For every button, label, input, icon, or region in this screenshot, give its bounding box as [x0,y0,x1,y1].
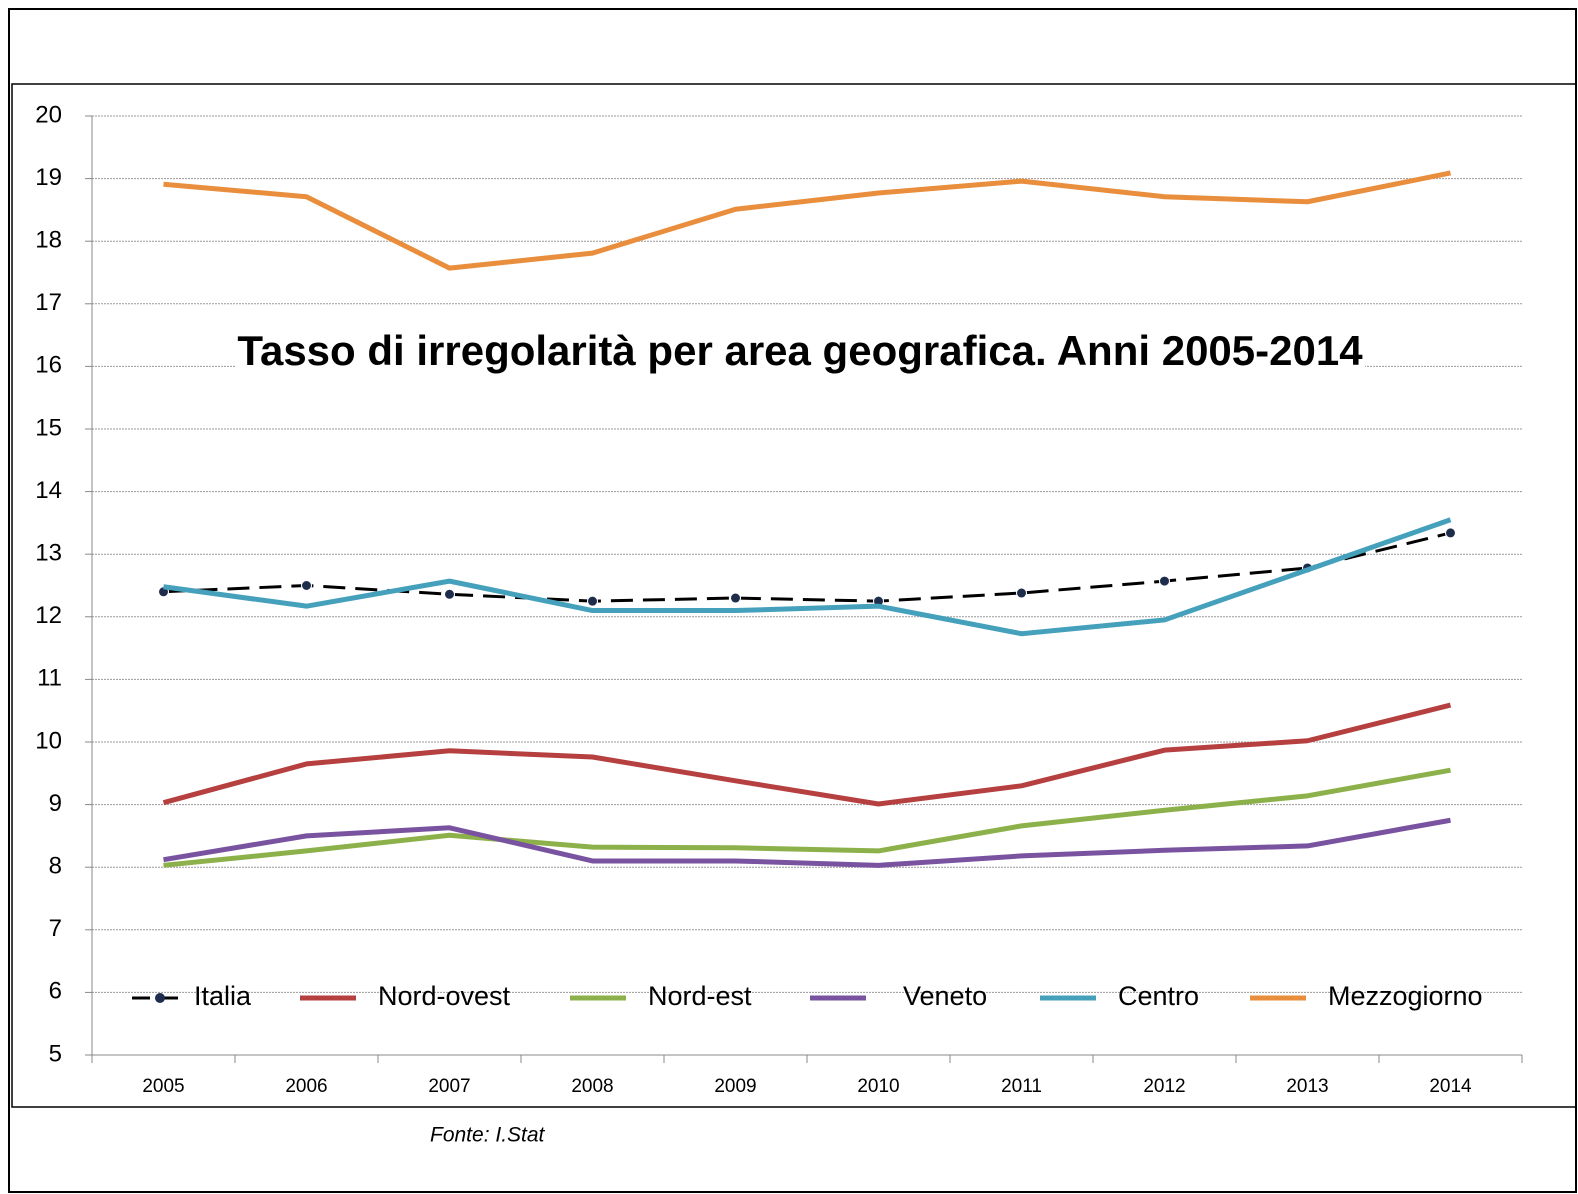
y-tick-label: 6 [49,978,62,1005]
y-tick-label: 7 [49,915,62,942]
point [1016,587,1027,599]
x-tick-label: 2006 [285,1076,327,1097]
series-line [163,767,1451,868]
y-tick-label: 14 [35,477,62,504]
y-tick-label: 19 [35,164,62,191]
legend-item: Italia [132,981,252,1011]
legend-label: Nord-est [648,981,752,1011]
y-tick-label: 12 [35,602,62,629]
series-line [163,517,1452,637]
point [587,595,598,607]
chart-title: Tasso di irregolarità per area geografic… [235,320,1365,382]
series-line [162,702,1452,807]
legend-item: Nord-ovest [300,981,511,1011]
legend-label: Mezzogiorno [1328,981,1483,1011]
title-box: Tasso di irregolarità per area geografic… [235,320,1365,382]
y-tick-label: 8 [49,853,62,880]
legend-item: Nord-est [570,981,752,1011]
legend-item: Veneto [810,981,987,1011]
series-line [163,531,1451,603]
y-tick-label: 11 [37,665,62,692]
chart-frame [11,83,1577,1108]
lines [158,170,1456,868]
legend-label: Veneto [903,981,987,1011]
x-tick-label: 2010 [857,1076,899,1097]
y-tick-label: 20 [35,101,62,128]
y-tick-label: 9 [49,790,62,817]
x-tick-label: 2008 [571,1076,613,1097]
series-line [163,170,1451,271]
x-tick-label: 2005 [142,1076,184,1097]
y-tick-label: 15 [35,414,62,441]
x-tick-label: 2014 [1429,1076,1472,1097]
point [1445,527,1456,539]
grid [85,115,1523,1063]
x-tick-label: 2009 [714,1076,756,1097]
y-tick-label: 16 [35,352,62,379]
x-tick-label: 2007 [428,1076,470,1097]
source: Fonte: I.Stat [430,1124,546,1147]
point [1159,575,1170,587]
x-tick-label: 2011 [1001,1076,1042,1097]
legend-item: Mezzogiorno [1250,981,1483,1011]
y-tick-label: 17 [35,289,62,316]
legend-marker [155,993,165,1003]
legend-item: Centro [1040,981,1199,1011]
point [730,592,741,604]
series-line [163,817,1451,868]
y-tick-label: 18 [35,227,62,254]
legend-label: Italia [194,981,252,1011]
point [444,588,455,600]
legend-label: Nord-ovest [378,981,511,1011]
point [301,580,312,591]
legend-label: Centro [1118,981,1199,1011]
y-tick-label: 10 [35,727,62,754]
x-tick-label: 2013 [1286,1076,1328,1097]
x-tick-label: 2012 [1143,1076,1185,1097]
y-tick-label: 13 [35,540,62,567]
y-tick-label: 5 [49,1040,62,1067]
